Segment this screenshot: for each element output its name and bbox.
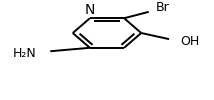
- Text: OH: OH: [180, 35, 199, 48]
- Text: H₂N: H₂N: [13, 47, 36, 60]
- Text: Br: Br: [156, 1, 170, 14]
- Text: N: N: [85, 3, 95, 17]
